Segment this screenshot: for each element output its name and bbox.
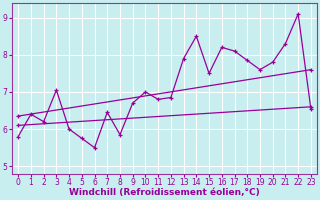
X-axis label: Windchill (Refroidissement éolien,°C): Windchill (Refroidissement éolien,°C)	[69, 188, 260, 197]
